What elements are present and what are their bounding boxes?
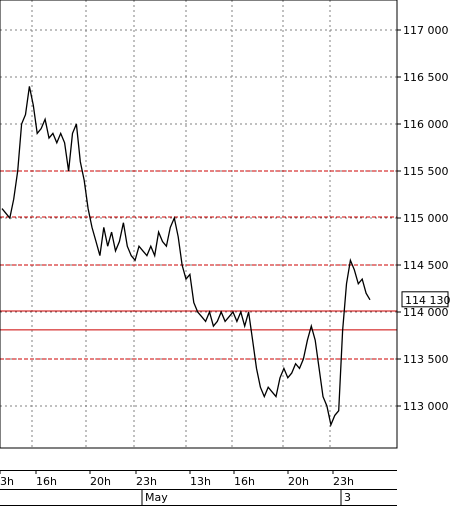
x-tick-label-1: 16h bbox=[36, 475, 57, 488]
last-price-label: 114 130 bbox=[405, 294, 451, 307]
date-label-1: 3 bbox=[344, 491, 351, 504]
price-series bbox=[1, 86, 371, 427]
x-axis: 3h 16h 20h 23h 13h 16h 20h 23h May 3 bbox=[0, 470, 354, 505]
y-tick-label-7: 113 500 bbox=[403, 353, 449, 366]
date-label-0: May bbox=[145, 491, 168, 504]
y-axis: 117 000 116 500 116 000 115 500 115 000 114 5… bbox=[397, 24, 449, 413]
y-tick-label-5: 114 500 bbox=[403, 259, 449, 272]
last-price-marker: 114 130 bbox=[401, 291, 451, 308]
y-tick-label-6: 114 000 bbox=[403, 306, 449, 319]
y-tick-label-4: 115 000 bbox=[403, 212, 449, 225]
x-tick-label-0: 3h bbox=[0, 475, 14, 488]
x-tick-label-2: 20h bbox=[90, 475, 111, 488]
y-tick-label-2: 116 000 bbox=[403, 118, 449, 131]
y-tick-label-8: 113 000 bbox=[403, 400, 449, 413]
plot-frame bbox=[0, 0, 398, 449]
x-tick-label-4: 13h bbox=[190, 475, 211, 488]
y-tick-label-1: 116 500 bbox=[403, 71, 449, 84]
x-tick-label-3: 23h bbox=[136, 475, 157, 488]
grid-lines bbox=[0, 0, 397, 448]
x-tick-label-7: 23h bbox=[333, 475, 354, 488]
price-levels bbox=[0, 170, 397, 360]
x-tick-label-5: 16h bbox=[234, 475, 255, 488]
y-tick-label-3: 115 500 bbox=[403, 165, 449, 178]
x-tick-label-6: 20h bbox=[288, 475, 309, 488]
price-line bbox=[1, 86, 371, 427]
last-price-box bbox=[401, 291, 449, 308]
y-tick-label-0: 117 000 bbox=[403, 24, 449, 37]
